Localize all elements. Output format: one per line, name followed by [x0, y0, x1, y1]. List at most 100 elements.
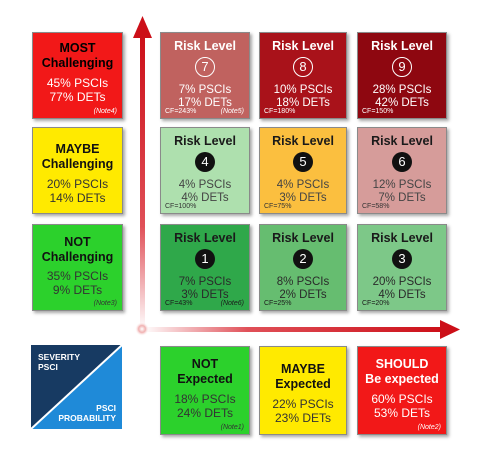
- should-be-expected-title: SHOULD Be expected: [358, 357, 446, 387]
- should-be-expected-stats: 60% PSCIs 53% DETs: [358, 392, 446, 420]
- severity-label-line-1: SEVERITY: [38, 352, 81, 362]
- psci-value: 22% PSCIs: [272, 397, 334, 411]
- title-line-1: NOT: [191, 357, 219, 371]
- det-value: 53% DETs: [373, 406, 431, 420]
- severity-axis-arrow-head: [133, 16, 152, 38]
- note-ref: (Note1): [220, 424, 244, 431]
- risk-cell-level-2: Risk Level 2 8% PSCIs 2% DETs CF=25%: [259, 224, 347, 311]
- maybe-expected-title: MAYBE Expected: [260, 362, 346, 392]
- most-challenging-stats: 45% PSCIs 77% DETs: [33, 76, 122, 104]
- title-line-1: NOT: [64, 235, 91, 249]
- risk-cell-level-9: Risk Level 9 28% PSCIs 42% DETs CF=150%: [357, 32, 447, 119]
- risk-level-title: Risk Level: [272, 231, 334, 245]
- title-line-2: Expected: [275, 377, 331, 391]
- risk-cell-level-6: Risk Level 6 12% PSCIs 7% DETs CF=58%: [357, 127, 447, 214]
- psci-value: 12% PSCIs: [372, 179, 432, 191]
- risk-level-title: Risk Level: [371, 231, 433, 245]
- risk-level-number: 8: [293, 57, 313, 77]
- not-expected-box: NOT Expected 18% PSCIs 24% DETs (Note1): [160, 346, 250, 435]
- psci-value: 45% PSCIs: [46, 76, 109, 90]
- axis-legend-box: SEVERITY PSCI PSCI PROBABILITY: [31, 345, 122, 429]
- psci-value: 20% PSCIs: [46, 177, 109, 191]
- correction-factor: CF=58%: [362, 203, 390, 210]
- note-ref: (Note5): [220, 108, 244, 115]
- not-expected-title: NOT Expected: [161, 357, 249, 387]
- risk-level-title: Risk Level: [174, 134, 236, 148]
- risk-cell-stats: 7% PSCIs 17% DETs: [161, 84, 249, 110]
- det-value: 3% DETs: [279, 192, 327, 204]
- maybe-expected-box: MAYBE Expected 22% PSCIs 23% DETs: [259, 346, 347, 435]
- psci-value: 7% PSCIs: [178, 84, 232, 96]
- most-challenging-box: MOST Challenging 45% PSCIs 77% DETs (Not…: [32, 32, 123, 119]
- psci-value: 28% PSCIs: [372, 84, 432, 96]
- title-line-2: Expected: [177, 372, 233, 386]
- not-challenging-stats: 35% PSCIs 9% DETs: [33, 269, 122, 297]
- not-expected-stats: 18% PSCIs 24% DETs: [161, 392, 249, 420]
- risk-cell-stats: 4% PSCIs 4% DETs: [161, 179, 249, 205]
- risk-cell-level-3: Risk Level 3 20% PSCIs 4% DETs CF=20%: [357, 224, 447, 311]
- probability-axis-arrow-head: [440, 320, 460, 339]
- axes-origin: [135, 322, 149, 336]
- severity-axis-arrow-shaft: [140, 34, 145, 330]
- correction-factor: CF=150%: [362, 108, 394, 115]
- risk-cell-level-8: Risk Level 8 10% PSCIs 18% DETs CF=180%: [259, 32, 347, 119]
- maybe-challenging-title: MAYBE Challenging: [33, 142, 122, 172]
- risk-level-number: 9: [392, 57, 412, 77]
- title-line-1: SHOULD: [375, 357, 429, 371]
- correction-factor: CF=20%: [362, 300, 390, 307]
- maybe-challenging-box: MAYBE Challenging 20% PSCIs 14% DETs: [32, 127, 123, 214]
- title-line-1: MAYBE: [281, 362, 325, 376]
- risk-cell-stats: 4% PSCIs 3% DETs: [260, 179, 346, 205]
- risk-cell-stats: 10% PSCIs 18% DETs: [260, 84, 346, 110]
- risk-level-number: 3: [392, 249, 412, 269]
- psci-value: 7% PSCIs: [178, 276, 232, 288]
- probability-label-line-1: PSCI: [96, 403, 116, 413]
- det-value: 3% DETs: [181, 289, 229, 301]
- risk-level-title: Risk Level: [371, 134, 433, 148]
- correction-factor: CF=180%: [264, 108, 296, 115]
- probability-axis-label: PSCI PROBABILITY: [58, 403, 116, 423]
- psci-value: 18% PSCIs: [174, 392, 236, 406]
- risk-cell-stats: 20% PSCIs 4% DETs: [358, 276, 446, 302]
- risk-cell-stats: 7% PSCIs 3% DETs: [161, 276, 249, 302]
- psci-value: 60% PSCIs: [371, 392, 433, 406]
- title-line-2: Challenging: [41, 56, 114, 70]
- correction-factor: CF=100%: [165, 203, 197, 210]
- most-challenging-title: MOST Challenging: [33, 41, 122, 71]
- maybe-challenging-stats: 20% PSCIs 14% DETs: [33, 177, 122, 205]
- det-value: 9% DETs: [52, 283, 103, 297]
- risk-level-title: Risk Level: [174, 231, 236, 245]
- risk-level-title: Risk Level: [174, 39, 236, 53]
- severity-axis-label: SEVERITY PSCI: [38, 352, 80, 372]
- risk-cell-stats: 8% PSCIs 2% DETs: [260, 276, 346, 302]
- risk-level-title: Risk Level: [272, 134, 334, 148]
- risk-level-number: 7: [195, 57, 215, 77]
- risk-cell-stats: 28% PSCIs 42% DETs: [358, 84, 446, 110]
- det-value: 42% DETs: [375, 97, 429, 109]
- note-ref: (Note4): [93, 108, 117, 115]
- note-ref: (Note6): [220, 300, 244, 307]
- should-be-expected-box: SHOULD Be expected 60% PSCIs 53% DETs (N…: [357, 346, 447, 435]
- risk-cell-level-7: Risk Level 7 7% PSCIs 17% DETs CF=243% (Note5…: [160, 32, 250, 119]
- risk-level-number: 1: [195, 249, 215, 269]
- det-value: 24% DETs: [176, 406, 234, 420]
- correction-factor: CF=243%: [165, 108, 197, 115]
- risk-level-number: 2: [293, 249, 313, 269]
- det-value: 18% DETs: [276, 97, 330, 109]
- risk-cell-level-4: Risk Level 4 4% PSCIs 4% DETs CF=100%: [160, 127, 250, 214]
- title-line-2: Be expected: [365, 372, 439, 386]
- title-line-1: MOST: [59, 41, 96, 55]
- title-line-2: Challenging: [41, 157, 114, 171]
- psci-value: 10% PSCIs: [273, 84, 333, 96]
- risk-level-number: 4: [195, 152, 215, 172]
- psci-value: 35% PSCIs: [46, 269, 109, 283]
- det-value: 17% DETs: [178, 97, 232, 109]
- psci-value: 4% PSCIs: [276, 179, 330, 191]
- det-value: 7% DETs: [378, 192, 426, 204]
- det-value: 77% DETs: [49, 90, 106, 104]
- note-ref: (Note3): [93, 300, 117, 307]
- risk-level-number: 5: [293, 152, 313, 172]
- risk-level-number: 6: [392, 152, 412, 172]
- correction-factor: CF=25%: [264, 300, 292, 307]
